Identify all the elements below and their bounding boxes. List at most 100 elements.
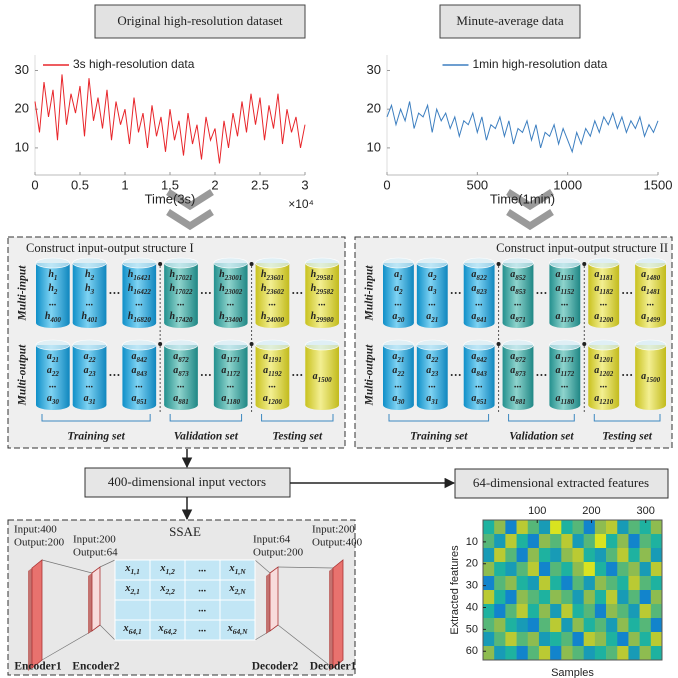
cylinder-text-base: a: [132, 351, 137, 362]
heatmap-cell: [516, 604, 529, 619]
cylinder-body: [635, 263, 666, 323]
cylinder-text: ...: [318, 297, 326, 308]
heatmap-cell: [628, 520, 640, 535]
cylinder-text-sub: 2: [432, 274, 437, 282]
heatmap-cell: [594, 632, 607, 647]
cylinder-text: a1171: [556, 351, 575, 363]
cylinder-text-base: a: [263, 351, 268, 362]
heatmap-cell: [594, 604, 607, 619]
heatmap-cell: [527, 590, 540, 605]
cylinder-text: a31: [426, 393, 438, 405]
y-tick-label: 10: [466, 536, 478, 548]
heatmap-cell: [527, 646, 540, 661]
cylinder-text-sub: 841: [476, 316, 487, 324]
cylinder-body: [416, 345, 448, 405]
cylinder-text-sub: 873: [515, 370, 526, 378]
gap-dot: [630, 374, 633, 376]
cylinder-text-base: h: [128, 283, 134, 294]
heatmap-cell: [650, 548, 663, 563]
heatmap-cell: [494, 562, 506, 577]
heatmap-cell: [483, 618, 495, 633]
cylinder-text-sub: 22: [51, 370, 60, 378]
cylinder-text: h16421: [128, 269, 151, 281]
heatmap-cell: [483, 534, 495, 549]
link-line: [99, 624, 116, 641]
cylinder-text-base: h: [128, 269, 134, 280]
heatmap-cell: [505, 646, 517, 661]
layer-label: Encoder2: [72, 661, 120, 673]
cylinder-top: [35, 339, 71, 351]
cylinder-text: a31: [84, 393, 96, 405]
heatmap-cell: [494, 646, 506, 661]
cylinder-text-sub: 23601: [265, 274, 284, 282]
heatmap-cell: [505, 618, 517, 633]
cylinder-text-sub: 3: [90, 288, 95, 296]
heatmap-cell: [550, 604, 562, 619]
cylinder-text-base: a: [471, 311, 476, 322]
cylinder-top: [213, 339, 248, 351]
heatmap-cell: [594, 548, 607, 563]
cylinder-text-sub: 400: [49, 316, 61, 324]
cylinder-top: [122, 257, 157, 269]
cylinder-text: h400: [45, 311, 62, 323]
cylinder-text: a21: [47, 351, 59, 363]
cylinder-text-base: h: [85, 283, 91, 294]
cylinder-text-base: a: [47, 351, 52, 362]
cylinder-text: a23: [426, 365, 439, 377]
cylinder-text: h2: [48, 283, 58, 295]
heatmap-cell: [650, 590, 663, 605]
heatmap-cell: [516, 562, 529, 577]
separator-dot: [249, 262, 254, 266]
heatmap-cell: [606, 604, 618, 619]
cylinder-body: [72, 263, 107, 323]
matrix-text-base: x: [159, 583, 165, 594]
cylinder-text: ...: [227, 379, 235, 390]
cylinder-text: ...: [514, 379, 522, 390]
heatmap-cell: [606, 534, 618, 549]
cylinder-text-base: h: [311, 283, 317, 294]
gap-dot: [204, 374, 207, 376]
cylinder-text: a1500: [641, 371, 661, 383]
heatmap-cell: [527, 632, 540, 647]
cylinder-text-sub: 3: [432, 288, 437, 296]
separator-dot: [496, 262, 501, 266]
matrix-cell: [219, 619, 256, 641]
cylinder-text: ...: [647, 297, 655, 308]
matrix-text: x1,2: [159, 563, 175, 575]
cylinder-body: [213, 263, 248, 323]
heatmap-cell: [527, 534, 540, 549]
cylinder-text-sub: 16422: [133, 288, 151, 296]
cylinder-text: a823: [471, 283, 487, 295]
y-tick-label: 20: [15, 101, 29, 116]
cylinder-text: a881: [173, 393, 189, 405]
cylinder-text: a822: [471, 269, 487, 281]
cylinder-text-base: a: [556, 311, 561, 322]
cylinder-text: ...: [49, 379, 57, 390]
cylinder-text-sub: 1151: [561, 274, 575, 282]
cylinder-text-sub: 30: [51, 398, 60, 406]
gap-dot: [292, 292, 295, 294]
cylinder-text-sub: 873: [178, 370, 189, 378]
gap-dot: [450, 292, 453, 294]
heatmap-cell: [650, 576, 663, 591]
heatmap-cell: [606, 548, 618, 563]
cylinder-text: a22: [84, 351, 97, 363]
cylinder-top: [416, 257, 449, 269]
cylinder-text-base: h: [48, 283, 54, 294]
cylinder-text: a2: [394, 283, 403, 295]
cylinder-body: [213, 345, 248, 405]
cylinder-text-sub: 24000: [265, 316, 284, 324]
cylinder-text-sub: 851: [476, 398, 487, 406]
heatmap-cell: [561, 632, 573, 647]
gap-dot: [204, 292, 207, 294]
cylinder-text-base: h: [45, 311, 51, 322]
heatmap-cell: [550, 576, 562, 591]
layer-label: Decoder1: [310, 661, 357, 673]
separator-dot: [582, 342, 587, 346]
gap-dot: [200, 292, 203, 294]
cylinder-text: h17022: [169, 283, 193, 295]
cylinder-text-base: h: [219, 283, 225, 294]
gap-dot: [109, 374, 112, 376]
matrix-text-sub: 2,1: [129, 587, 139, 596]
cylinder-text: ...: [514, 297, 522, 308]
